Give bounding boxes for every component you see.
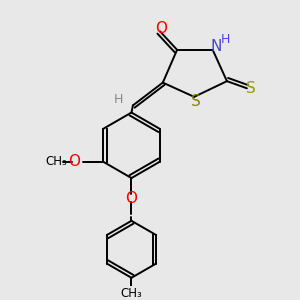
- Text: O: O: [69, 154, 81, 169]
- Text: S: S: [191, 94, 200, 109]
- Text: O: O: [125, 190, 137, 206]
- Text: S: S: [246, 81, 256, 96]
- Text: N: N: [210, 40, 222, 55]
- Text: CH₃: CH₃: [121, 287, 142, 300]
- Text: O: O: [155, 21, 167, 36]
- Text: H: H: [221, 33, 230, 46]
- Text: H: H: [114, 93, 123, 106]
- Text: CH₃: CH₃: [45, 155, 67, 168]
